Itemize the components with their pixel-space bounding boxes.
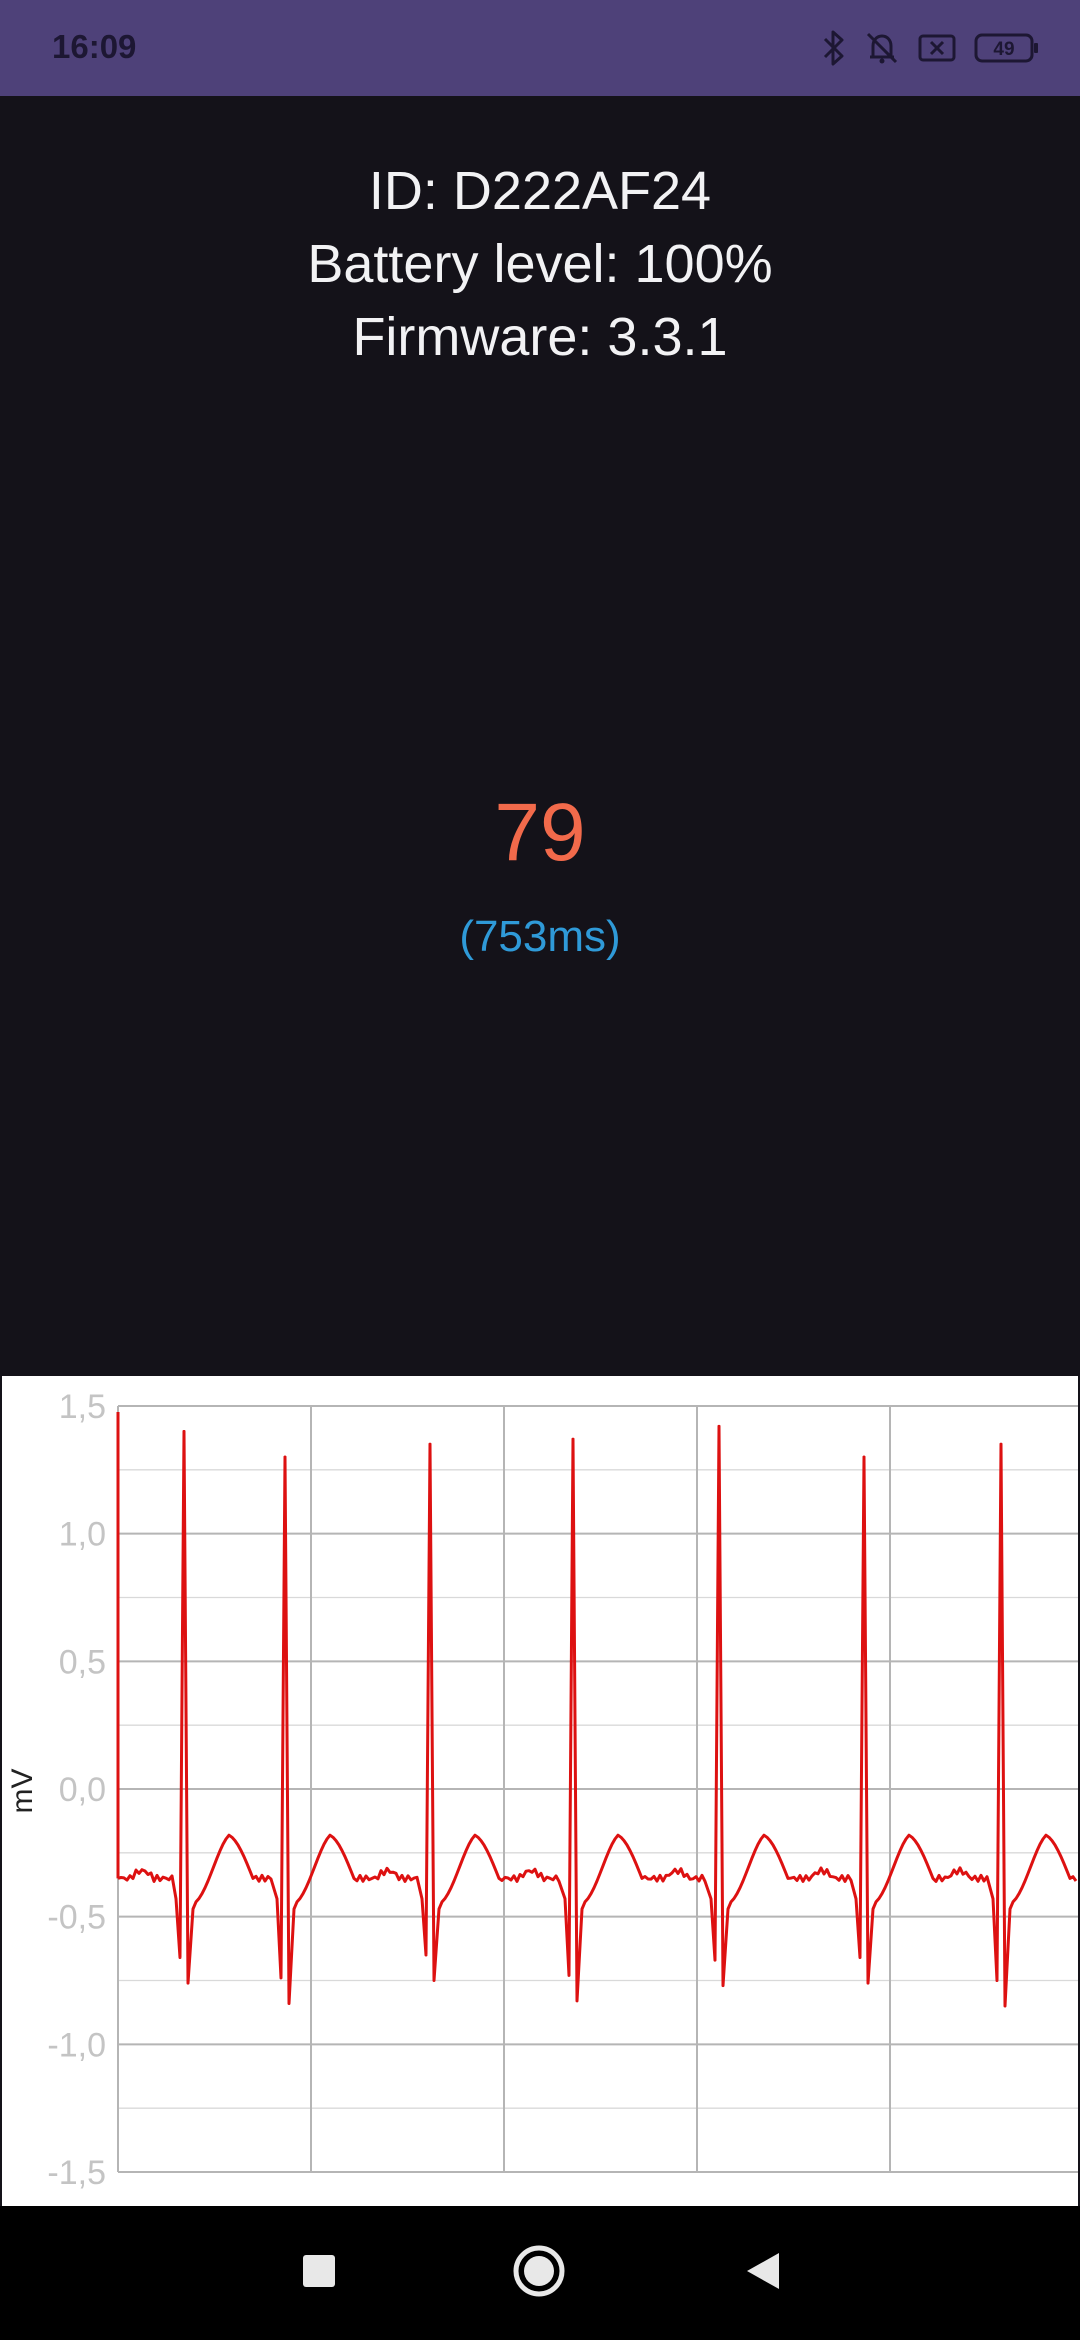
y-tick-label: 1,0 <box>59 1516 106 1554</box>
status-time: 16:09 <box>52 28 137 65</box>
y-tick-label: 0,0 <box>59 1771 106 1809</box>
r-peak-point <box>999 1442 1003 1446</box>
y-axis-ticks: 1,5 1,0 0,5 0,0 -0,5 -1,0 -1,5 <box>47 1388 106 2192</box>
ecg-trace <box>116 1412 1078 2008</box>
home-button[interactable] <box>502 2236 576 2310</box>
recents-button[interactable] <box>282 2236 356 2310</box>
bell-off-icon <box>864 30 900 66</box>
rr-interval-value: (753ms) <box>459 912 621 961</box>
back-button[interactable] <box>726 2236 800 2310</box>
chart-grid <box>117 1405 1078 2173</box>
battery-level-text: Battery level: 100% <box>307 234 773 294</box>
y-tick-label: 1,5 <box>59 1388 106 1426</box>
heart-rate-value: 79 <box>494 787 586 878</box>
home-circle-icon <box>512 2244 566 2303</box>
firmware-version-text: Firmware: 3.3.1 <box>352 307 728 367</box>
battery-level-text: 49 <box>993 39 1014 60</box>
r-peak-point <box>283 1455 287 1459</box>
y-tick-label: -1,5 <box>47 2154 106 2192</box>
r-peak-point <box>571 1437 575 1441</box>
r-peak-point <box>862 1455 866 1459</box>
y-tick-label: -1,0 <box>47 2026 106 2064</box>
navigation-bar <box>0 2206 1080 2340</box>
device-info-screen: ID: D222AF24 Battery level: 100% Firmwar… <box>0 96 1080 1376</box>
r-peak-point <box>717 1424 721 1428</box>
device-id-text: ID: D222AF24 <box>368 161 712 221</box>
bluetooth-icon <box>822 30 846 66</box>
back-triangle-icon <box>743 2251 783 2296</box>
ecg-chart[interactable]: 1,5 1,0 0,5 0,0 -0,5 -1,0 -1,5 mV <box>2 1376 1078 2206</box>
recents-square-icon <box>302 2254 336 2293</box>
sim-off-icon <box>918 33 956 63</box>
r-peak-point <box>428 1442 432 1446</box>
y-axis-label: mV <box>6 1769 39 1814</box>
battery-icon: 49 <box>974 32 1040 64</box>
status-icons: 49 <box>822 24 1040 72</box>
r-peak-point <box>182 1430 186 1433</box>
status-bar: 16:09 49 <box>0 0 1080 96</box>
y-tick-label: 0,5 <box>59 1643 106 1681</box>
ecg-waveform-line <box>117 1424 1078 2008</box>
y-tick-label: -0,5 <box>47 1899 106 1937</box>
